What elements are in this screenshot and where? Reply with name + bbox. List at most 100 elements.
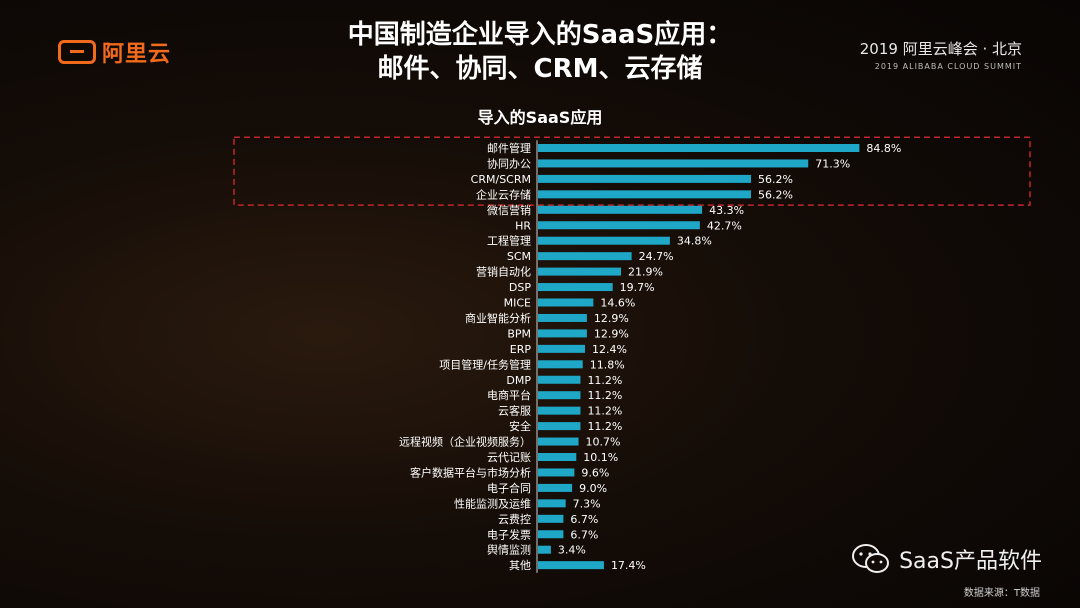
category-label: 企业云存储 — [476, 187, 531, 201]
category-label: 工程管理 — [487, 234, 531, 248]
data-label: 84.8% — [866, 142, 901, 155]
wechat-watermark: SaaS产品软件 — [851, 542, 1042, 576]
bar — [538, 344, 585, 353]
bar — [538, 190, 751, 199]
category-label: 远程视频（企业视频服务） — [399, 435, 531, 449]
data-label: 11.8% — [590, 358, 625, 371]
bar — [538, 561, 604, 570]
data-label: 6.7% — [570, 513, 598, 526]
data-label: 9.6% — [581, 466, 609, 479]
category-label: BPM — [507, 327, 531, 340]
bar — [538, 391, 581, 400]
alibaba-cloud-logo-icon — [58, 40, 96, 64]
category-label: 电子发票 — [487, 527, 531, 541]
data-label: 17.4% — [611, 559, 646, 572]
bar — [538, 453, 577, 461]
bar — [538, 174, 751, 183]
summit-label: 2019 阿里云峰会 · 北京 2019 ALIBABA CLOUD SUMMI… — [860, 38, 1022, 71]
data-label: 24.7% — [639, 250, 674, 263]
category-label: 云费控 — [498, 512, 531, 526]
bar — [538, 267, 622, 276]
bar — [538, 360, 583, 369]
data-label: 21.9% — [628, 266, 663, 279]
bar — [538, 375, 581, 384]
data-label: 9.0% — [579, 482, 607, 495]
category-label: MICE — [504, 297, 531, 310]
category-label: 云代记账 — [487, 451, 531, 464]
category-label: 云客服 — [498, 404, 531, 418]
data-label: 42.7% — [707, 219, 742, 232]
category-label: 电子合同 — [487, 481, 531, 495]
category-label: 协同办公 — [487, 156, 531, 170]
chart-title: 导入的SaaS应用 — [477, 108, 603, 127]
bar — [538, 329, 587, 338]
bar — [538, 221, 700, 230]
bar — [538, 283, 613, 292]
category-label: 微信营销 — [487, 203, 531, 217]
data-label: 12.9% — [594, 327, 629, 340]
category-label: 营销自动化 — [476, 265, 531, 279]
data-label: 6.7% — [570, 528, 598, 541]
category-label: DSP — [509, 281, 531, 294]
bar-chart: 邮件管理 84.8% 协同办公 71.3% CRM/SCRM 56.2% 企业云存储 56.2… — [233, 136, 1031, 573]
bar — [538, 437, 579, 446]
bar — [538, 422, 581, 431]
data-label: 56.2% — [758, 188, 793, 201]
bar — [538, 499, 566, 508]
data-label: 43.3% — [709, 204, 744, 217]
category-label: 项目管理/任务管理 — [439, 357, 531, 371]
data-label: 71.3% — [815, 157, 850, 170]
bar — [538, 298, 594, 307]
page-title-line2: 邮件、协同、CRM、云存储 — [377, 54, 703, 84]
category-label: CRM/SCRM — [471, 173, 531, 186]
category-label: 其他 — [509, 559, 531, 572]
bar — [538, 545, 551, 554]
wechat-icon — [852, 544, 890, 573]
bar — [538, 252, 632, 261]
data-label: 3.4% — [558, 544, 586, 557]
data-label: 10.1% — [583, 451, 618, 464]
bar — [538, 468, 575, 477]
bar — [538, 530, 564, 539]
summit-line1: 2019 阿里云峰会 · 北京 — [859, 40, 1022, 58]
logo-text: 阿里云 — [102, 42, 172, 67]
category-label: 客户数据平台与市场分析 — [410, 465, 531, 479]
data-label: 12.4% — [592, 343, 627, 356]
bar — [538, 313, 587, 322]
category-label: DMP — [506, 374, 531, 387]
data-label: 11.2% — [587, 374, 622, 387]
data-label: 11.2% — [587, 389, 622, 402]
bar — [538, 159, 809, 168]
highlight-box — [233, 136, 1031, 206]
summit-line2: 2019 ALIBABA CLOUD SUMMIT — [874, 62, 1022, 71]
category-label: SCM — [507, 250, 531, 263]
data-label: 11.2% — [587, 420, 622, 433]
category-label: 电商平台 — [487, 388, 531, 402]
watermark-text: SaaS产品软件 — [899, 549, 1042, 574]
alibaba-cloud-logo: 阿里云 — [58, 36, 171, 68]
bar — [538, 514, 564, 523]
bar — [538, 406, 581, 415]
category-label: ERP — [510, 343, 532, 356]
data-label: 12.9% — [594, 312, 629, 325]
data-label: 11.2% — [587, 405, 622, 418]
data-label: 14.6% — [600, 297, 635, 310]
category-label: 商业智能分析 — [465, 311, 531, 325]
data-source-note: 数据来源：T数据 — [963, 588, 1040, 599]
data-label: 19.7% — [620, 281, 655, 294]
category-label: 安全 — [509, 419, 531, 433]
data-label: 7.3% — [573, 497, 601, 510]
page-title-line1: 中国制造企业导入的SaaS应用： — [347, 20, 733, 50]
category-label: 性能监测及运维 — [454, 496, 531, 510]
data-label: 10.7% — [586, 436, 621, 449]
bar — [538, 236, 670, 245]
bar — [538, 144, 860, 152]
category-label: HR — [515, 219, 531, 232]
category-label: 邮件管理 — [487, 141, 531, 155]
category-label: 舆情监测 — [487, 543, 531, 557]
data-label: 34.8% — [677, 235, 712, 248]
bar — [538, 483, 573, 492]
data-label: 56.2% — [758, 173, 793, 186]
page-title: 中国制造企业导入的SaaS应用： 邮件、协同、CRM、云存储 — [0, 18, 1080, 86]
bar — [538, 205, 703, 214]
